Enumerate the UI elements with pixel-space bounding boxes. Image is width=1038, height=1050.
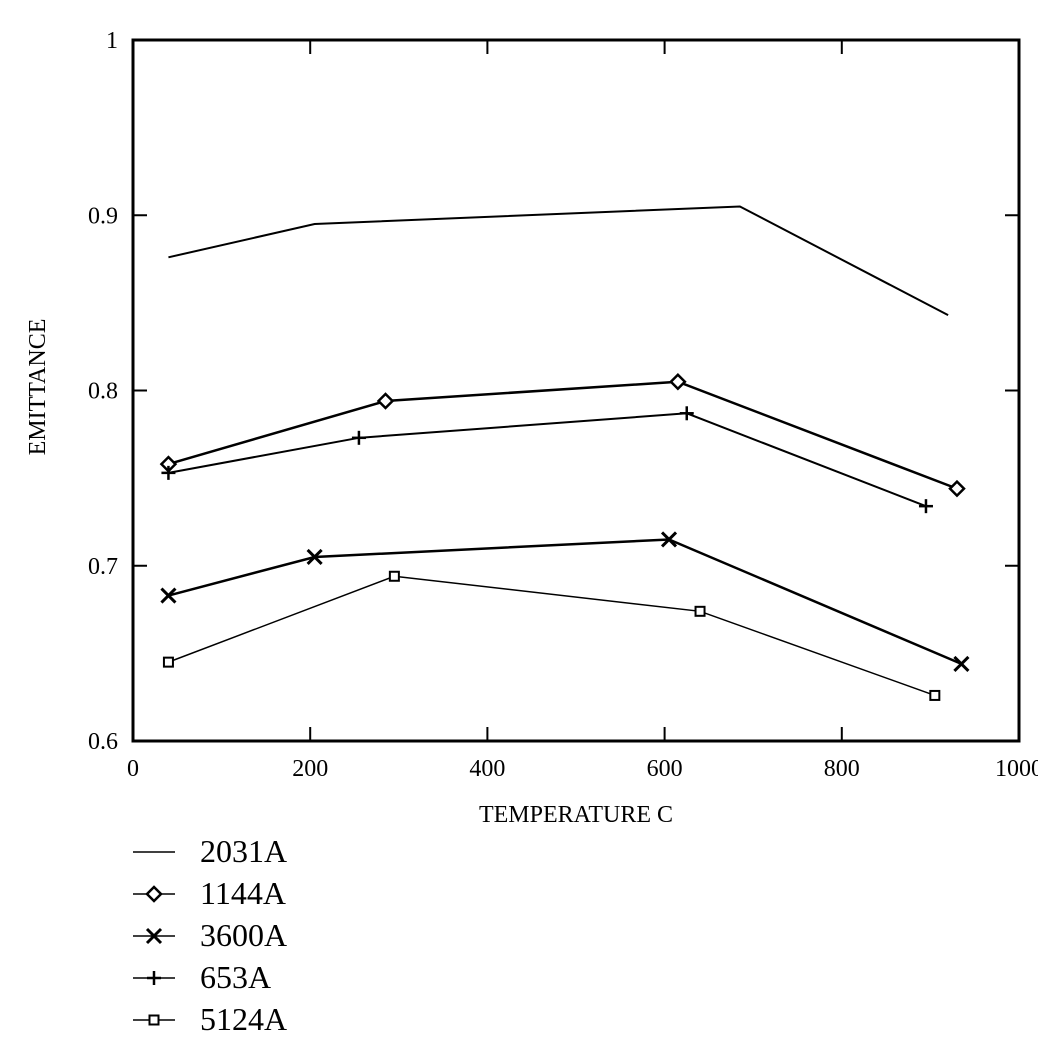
plot-frame — [131, 38, 1021, 743]
x-tick-label: 1000 — [995, 756, 1038, 782]
data-point — [160, 587, 177, 604]
data-point — [376, 392, 395, 410]
data-point — [929, 689, 941, 701]
y-tick-label: 0.6 — [88, 729, 118, 755]
series-line — [168, 205, 949, 317]
series-line — [168, 412, 927, 508]
series-1144A — [159, 372, 966, 498]
legend: 2031A 1144A 3600A 653A 5124A — [133, 833, 287, 1037]
x-axis-title: TEMPERATURE C — [479, 802, 673, 828]
legend-label: 3600A — [200, 917, 287, 953]
legend-item: 3600A — [133, 917, 287, 953]
y-tick-label: 0.9 — [88, 203, 118, 229]
data-point — [948, 479, 966, 498]
y-tick-label: 1 — [106, 28, 118, 54]
data-point — [161, 465, 176, 480]
x-tick-label: 600 — [647, 756, 683, 782]
x-tick-label: 400 — [469, 756, 505, 782]
series-2031A — [168, 205, 949, 317]
data-point — [679, 406, 694, 421]
series-653A — [161, 406, 933, 514]
data-point — [694, 605, 706, 617]
series-line — [168, 380, 958, 490]
legend-label: 1144A — [200, 875, 286, 911]
legend-label: 2031A — [200, 833, 287, 869]
x-tick-label: 200 — [292, 756, 328, 782]
x-stroke — [145, 927, 163, 945]
legend-item: 5124A — [133, 1001, 287, 1037]
series-3600A — [160, 531, 970, 672]
series-layer — [159, 205, 970, 701]
legend-item: 1144A — [133, 875, 286, 911]
legend-marker — [145, 927, 163, 945]
data-point — [306, 548, 323, 566]
legend-label: 653A — [200, 959, 271, 995]
x-stroke — [306, 548, 323, 566]
data-point — [162, 656, 174, 668]
x-tick-label: 0 — [127, 756, 139, 782]
x-tick-label: 800 — [824, 756, 860, 782]
y-tick-label: 0.8 — [88, 379, 118, 405]
legend-marker — [145, 885, 163, 903]
data-point — [660, 531, 678, 548]
data-point — [351, 430, 366, 445]
legend-item: 2031A — [133, 833, 287, 869]
y-axis-title: EMITTANCE — [25, 319, 51, 456]
series-line — [168, 575, 936, 697]
x-stroke — [953, 655, 970, 672]
x-stroke — [160, 587, 177, 604]
legend-label: 5124A — [200, 1001, 287, 1037]
series-line — [168, 538, 962, 666]
legend-marker — [148, 1014, 160, 1026]
series-5124A — [162, 570, 941, 701]
data-point — [953, 655, 970, 672]
legend-marker — [147, 971, 161, 985]
y-tick-label: 0.7 — [88, 554, 118, 580]
data-point — [669, 372, 687, 391]
data-point — [388, 570, 400, 582]
axis-ticks: 0 200 400 600 800 1000 0.6 0.7 0.8 0.9 1 — [88, 28, 1038, 782]
x-stroke — [660, 531, 678, 548]
data-point — [918, 499, 933, 514]
legend-item: 653A — [133, 959, 271, 995]
